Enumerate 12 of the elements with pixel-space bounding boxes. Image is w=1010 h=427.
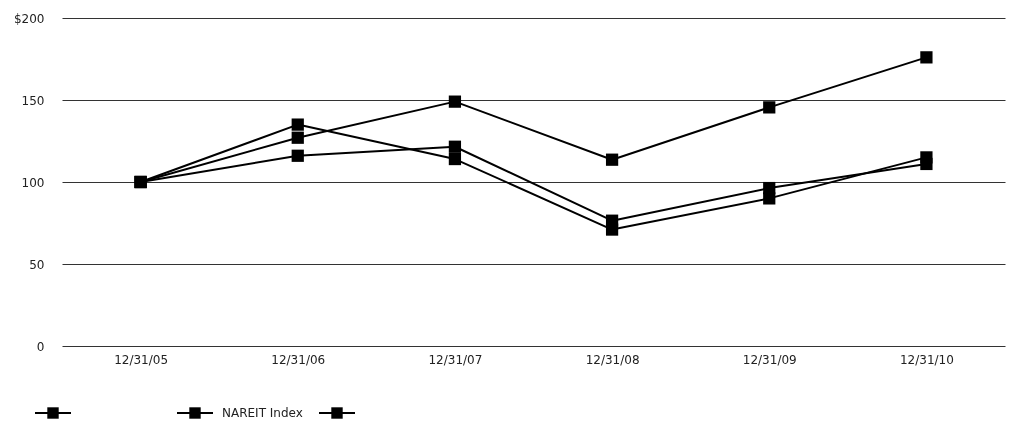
y-tick-label: 50 (29, 257, 45, 272)
x-tick-label: 12/31/05 (114, 352, 169, 367)
x-tick-label: 12/31/10 (899, 352, 954, 367)
legend-label: NAREIT Index (222, 406, 303, 420)
x-tick-label: 12/31/07 (428, 352, 483, 367)
y-tick-label: $200 (13, 11, 45, 26)
x-tick-label: 12/31/09 (742, 352, 797, 367)
y-tick-label: 100 (21, 175, 45, 190)
x-tick-label: 12/31/06 (271, 352, 326, 367)
x-tick-label: 12/31/08 (585, 352, 640, 367)
y-tick-label: 0 (36, 339, 45, 354)
y-tick-label: 150 (21, 93, 45, 108)
